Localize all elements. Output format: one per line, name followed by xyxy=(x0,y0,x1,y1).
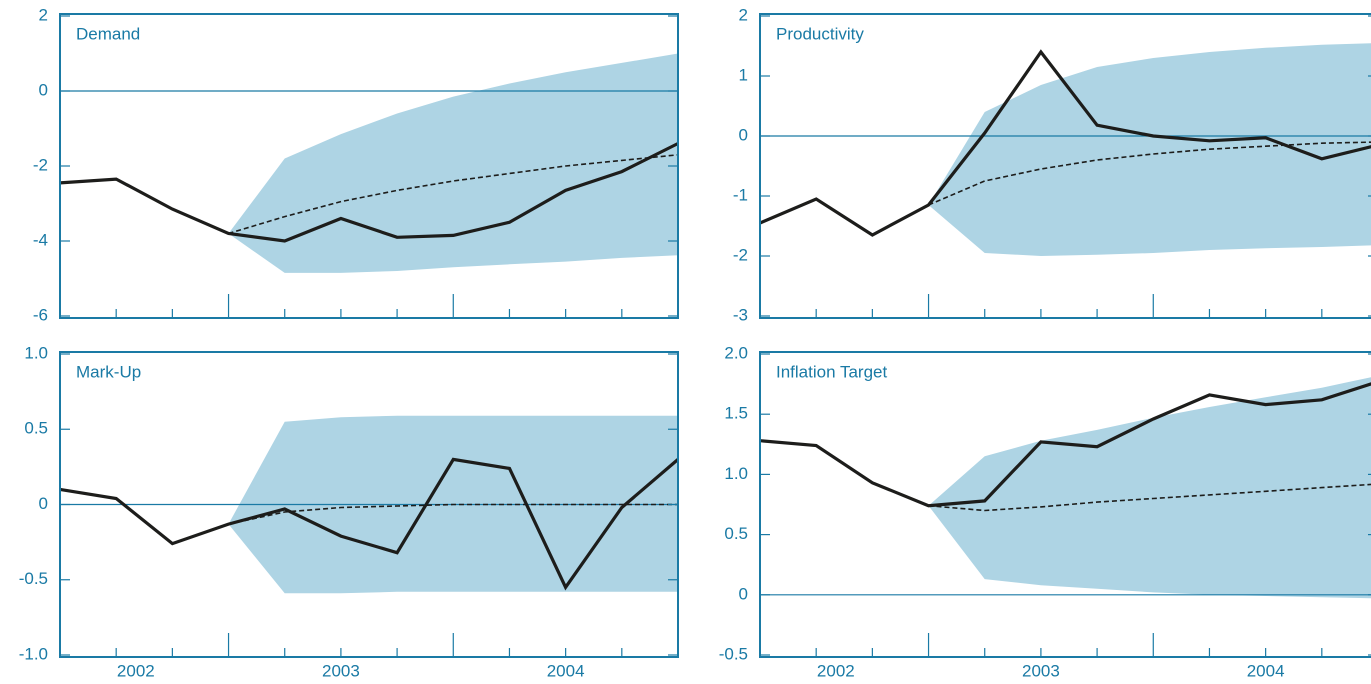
y-tick-label: 0 xyxy=(739,125,748,144)
y-tick-label: 0 xyxy=(39,80,48,99)
y-tick-label: 0.5 xyxy=(724,524,748,543)
uncertainty-band xyxy=(928,43,1371,256)
x-tick-label: 2002 xyxy=(817,661,855,680)
y-tick-label: -2 xyxy=(33,155,48,174)
actual-line xyxy=(759,49,1371,237)
y-tick-label: 1 xyxy=(739,65,748,84)
y-tick-label: -0.5 xyxy=(19,569,48,588)
y-tick-label: -4 xyxy=(33,230,48,249)
actual-line xyxy=(59,457,680,591)
panel: -3 -2 -1 0 1 2 Productivity xyxy=(733,5,1371,324)
forecast-line xyxy=(928,141,1371,206)
panel: -0.5 0 0.5 1.0 1.5 2.0 Inflation Target 2002 200… xyxy=(719,343,1371,680)
y-tick-label: -6 xyxy=(33,305,48,324)
y-tick-label: -2 xyxy=(733,245,748,264)
y-tick-label: 1.0 xyxy=(724,464,748,483)
actual-line xyxy=(759,382,1371,508)
panel-title: Demand xyxy=(76,24,140,43)
y-tick-label: 2 xyxy=(739,5,748,24)
x-tick-label: 2002 xyxy=(117,661,155,680)
y-tick-label: 2.0 xyxy=(724,343,748,362)
panel: -1.0 -0.5 0 0.5 1.0 Mark-Up 2002 2003 2004 xyxy=(19,343,680,680)
x-tick-label: 2004 xyxy=(1247,661,1285,680)
x-tick-label: 2004 xyxy=(547,661,585,680)
y-tick-label: -3 xyxy=(733,305,748,324)
panel-frame xyxy=(759,13,1371,319)
y-tick-label: 0 xyxy=(739,584,748,603)
y-tick-label: -1.0 xyxy=(19,644,48,663)
panel-frame xyxy=(759,351,1371,658)
y-tick-label: -0.5 xyxy=(719,644,748,663)
y-tick-label: -1 xyxy=(733,185,748,204)
panel-title: Inflation Target xyxy=(776,362,887,381)
panel-title: Productivity xyxy=(776,24,864,43)
y-tick-label: 2 xyxy=(39,5,48,24)
y-tick-label: 1.5 xyxy=(724,404,748,423)
panel-title: Mark-Up xyxy=(76,362,141,381)
x-tick-label: 2003 xyxy=(322,661,360,680)
actual-line xyxy=(59,142,679,243)
panel: -6 -4 -2 0 2 Demand xyxy=(33,5,679,324)
x-tick-label: 2003 xyxy=(1022,661,1060,680)
y-tick-label: 0 xyxy=(39,494,48,513)
uncertainty-band xyxy=(228,53,678,273)
forecast-line xyxy=(228,503,678,525)
y-tick-label: 0.5 xyxy=(24,419,48,438)
y-tick-label: 1.0 xyxy=(24,343,48,362)
forecast-line xyxy=(928,483,1371,512)
uncertainty-band xyxy=(928,377,1371,599)
